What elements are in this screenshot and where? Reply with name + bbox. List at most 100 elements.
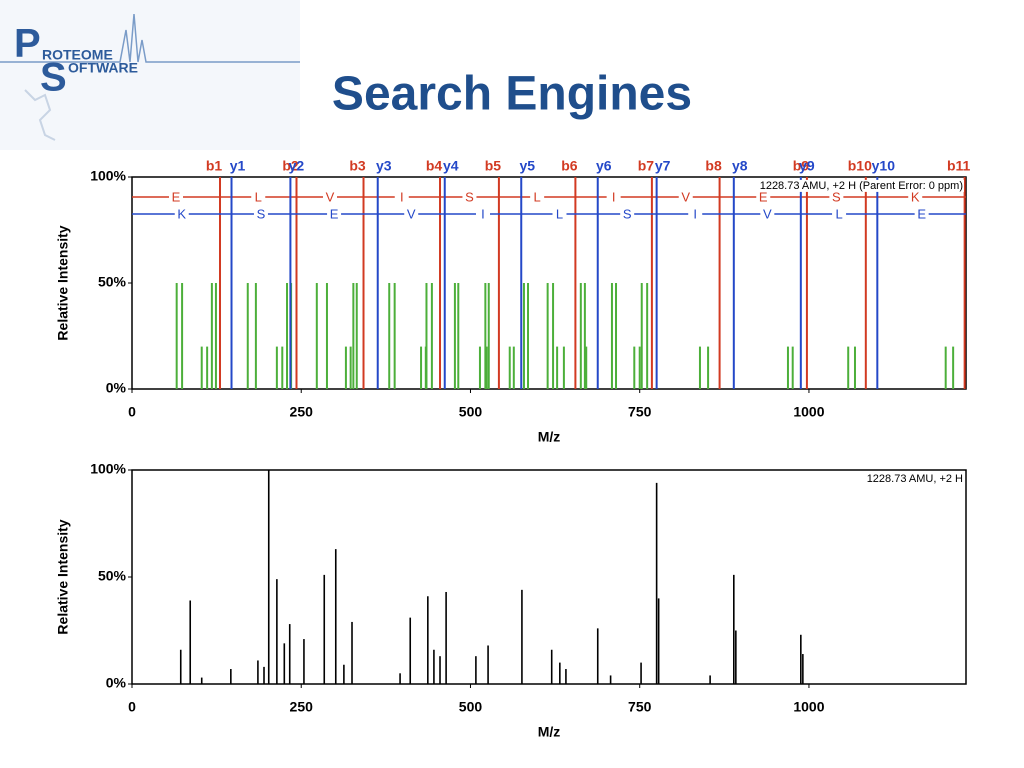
residue: I xyxy=(693,206,697,221)
residue-background xyxy=(756,190,771,204)
ion-label: b8 xyxy=(705,158,722,174)
logo: P ROTEOME S OFTWARE xyxy=(0,0,300,150)
ion-label: b6 xyxy=(561,158,578,174)
residue: S xyxy=(257,206,266,221)
logo-roteome: ROTEOME xyxy=(42,47,113,63)
annotation-background xyxy=(864,472,965,485)
residue: I xyxy=(400,189,404,204)
x-tick-label: 250 xyxy=(290,699,314,715)
annotation: 1228.73 AMU, +2 H xyxy=(867,473,963,485)
y-tick-label: 0% xyxy=(106,675,127,691)
ion-label: b7 xyxy=(638,158,655,174)
residue-background xyxy=(606,190,621,204)
residue: S xyxy=(832,189,841,204)
y-tick-label: 100% xyxy=(90,168,126,184)
residue-background xyxy=(253,207,268,221)
residue: L xyxy=(255,189,262,204)
ion-label: b4 xyxy=(426,158,443,174)
ion-label: y3 xyxy=(376,158,392,174)
logo-background xyxy=(0,0,300,150)
residue-background xyxy=(462,190,477,204)
x-tick-label: 250 xyxy=(290,404,314,420)
logo-s: S xyxy=(40,56,67,100)
ion-label: b2 xyxy=(282,158,299,174)
ion-label: b1 xyxy=(206,158,223,174)
y-tick-label: 50% xyxy=(98,274,127,290)
y-tick-label: 100% xyxy=(90,461,126,477)
residue-background xyxy=(394,190,409,204)
residue-background xyxy=(169,190,184,204)
residue: I xyxy=(612,189,616,204)
chart: 0% 50% 100% 0 250 500 750 1000 M/z Relative Inten… xyxy=(55,158,971,445)
x-tick-label: 1000 xyxy=(793,699,824,715)
ion-label: y1 xyxy=(230,158,246,174)
logo-molecule xyxy=(24,89,56,141)
residue: L xyxy=(835,206,842,221)
x-tick-label: 500 xyxy=(459,404,483,420)
ion-label: b5 xyxy=(485,158,502,174)
residue-background xyxy=(475,207,490,221)
x-tick-label: 0 xyxy=(128,699,136,715)
residue: I xyxy=(481,206,485,221)
residue: E xyxy=(172,189,181,204)
ion-label: y8 xyxy=(732,158,748,174)
y-tick-label: 50% xyxy=(98,568,127,584)
residue-background xyxy=(251,190,266,204)
residue: V xyxy=(326,189,335,204)
x-tick-label: 750 xyxy=(628,699,652,715)
residue-background xyxy=(174,207,189,221)
residue-background xyxy=(327,207,342,221)
x-tick-label: 1000 xyxy=(793,404,824,420)
annotation-background xyxy=(757,179,964,192)
ion-label: y5 xyxy=(519,158,535,174)
residue-background xyxy=(530,190,545,204)
x-axis-label: M/z xyxy=(538,724,561,740)
ion-label: y4 xyxy=(443,158,459,174)
residue: E xyxy=(330,206,339,221)
ion-label: b10 xyxy=(848,158,872,174)
residue: E xyxy=(759,189,768,204)
residue: V xyxy=(763,206,772,221)
x-tick-label: 750 xyxy=(628,404,652,420)
residue-background xyxy=(908,190,923,204)
residue-background xyxy=(620,207,635,221)
ion-label: y9 xyxy=(799,158,815,174)
residue-background xyxy=(323,190,338,204)
residue-background xyxy=(760,207,775,221)
x-tick-label: 500 xyxy=(459,699,483,715)
x-tick-label: 0 xyxy=(128,404,136,420)
residue-background xyxy=(832,207,847,221)
logo-oftware: OFTWARE xyxy=(68,60,138,76)
y-axis-label: Relative Intensity xyxy=(55,225,71,340)
logo-wave xyxy=(0,13,300,63)
residue: V xyxy=(407,206,416,221)
y-tick-label: 0% xyxy=(106,380,127,396)
residue-background xyxy=(688,207,703,221)
plot-frame xyxy=(131,469,967,685)
ion-label: y7 xyxy=(655,158,671,174)
residue: S xyxy=(623,206,632,221)
residue: E xyxy=(917,206,926,221)
ion-label: b11 xyxy=(947,158,971,174)
slide-title: Search Engines xyxy=(332,68,692,121)
residue: K xyxy=(177,206,186,221)
residue: L xyxy=(556,206,563,221)
residue: L xyxy=(534,189,541,204)
residue: K xyxy=(911,189,920,204)
residue-background xyxy=(914,207,929,221)
residue: V xyxy=(681,189,690,204)
y-axis-label: Relative Intensity xyxy=(55,519,71,634)
ion-label: y6 xyxy=(596,158,612,174)
logo-p: P xyxy=(14,22,41,66)
residue-background xyxy=(678,190,693,204)
annotation: 1228.73 AMU, +2 H (Parent Error: 0 ppm) xyxy=(760,180,963,192)
x-axis-label: M/z xyxy=(538,429,561,445)
residue-background xyxy=(404,207,419,221)
ion-label: b9 xyxy=(793,158,810,174)
ion-label: b3 xyxy=(349,158,366,174)
chart: 0% 50% 100% 0 250 500 750 1000 M/z Relative Inten… xyxy=(55,461,967,740)
residue-background xyxy=(552,207,567,221)
residue-background xyxy=(829,190,844,204)
ion-label: y10 xyxy=(872,158,896,174)
